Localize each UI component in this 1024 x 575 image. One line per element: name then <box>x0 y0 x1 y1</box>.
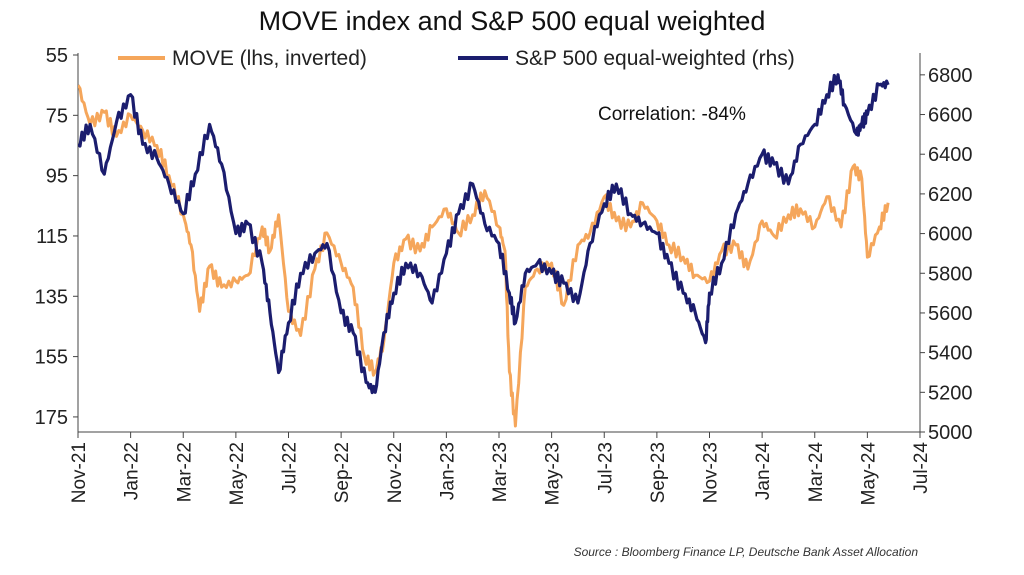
x-tick-label: Nov-23 <box>701 442 722 503</box>
right-tick-label: 6400 <box>928 144 973 166</box>
correlation-annotation: Correlation: -84% <box>598 104 746 125</box>
x-tick-label: Sep-22 <box>332 442 353 503</box>
x-tick-label: May-23 <box>543 442 564 505</box>
right-tick-label: 6000 <box>928 224 973 246</box>
chart-title: MOVE index and S&P 500 equal weighted <box>259 6 766 36</box>
x-tick-label: Mar-23 <box>490 442 511 502</box>
left-tick-label: 95 <box>46 166 68 188</box>
x-tick-label: May-22 <box>227 442 248 505</box>
left-tick-label: 75 <box>46 105 68 127</box>
x-tick-label: Jul-23 <box>595 442 616 494</box>
x-tick-label: Nov-21 <box>69 442 90 503</box>
left-tick-label: 115 <box>36 226 68 248</box>
x-tick-label: May-24 <box>858 442 879 506</box>
series-line-spx <box>78 73 890 395</box>
x-tick-label: Nov-22 <box>385 442 406 503</box>
x-tick-label: Sep-23 <box>648 442 669 503</box>
right-tick-label: 5600 <box>928 303 973 325</box>
legend-label-move: MOVE (lhs, inverted) <box>172 47 367 70</box>
legend: MOVE (lhs, inverted) S&P 500 equal-weigh… <box>118 47 795 70</box>
right-tick-label: 6600 <box>928 105 973 127</box>
left-tick-label: 55 <box>46 45 68 67</box>
x-tick-label: Mar-22 <box>174 442 195 502</box>
right-tick-label: 5200 <box>928 382 973 404</box>
series-line-move <box>78 84 890 428</box>
right-tick-label: 5400 <box>928 343 973 365</box>
x-tick-label: Jan-24 <box>753 442 774 501</box>
plot-area <box>78 73 890 428</box>
source-note: Source : Bloomberg Finance LP, Deutsche … <box>574 545 919 559</box>
x-tick-label: Jul-24 <box>911 442 932 494</box>
left-tick-label: 155 <box>35 347 68 369</box>
x-tick-label: Jan-23 <box>437 442 458 500</box>
left-tick-label: 175 <box>35 407 68 429</box>
axes: 55 75 95 115 135 155 175 5000 5200 5400 5600 5800 60… <box>35 45 973 505</box>
x-tick-label: Jul-22 <box>280 442 301 494</box>
right-tick-label: 6800 <box>928 65 973 87</box>
right-tick-label: 5800 <box>928 263 973 285</box>
left-tick-label: 135 <box>35 286 68 308</box>
legend-label-spx: S&P 500 equal-weighted (rhs) <box>515 47 795 70</box>
right-tick-label: 5000 <box>928 422 973 444</box>
x-tick-label: Jan-22 <box>122 442 143 500</box>
right-tick-label: 6200 <box>928 184 973 206</box>
x-tick-label: Mar-24 <box>806 442 827 503</box>
